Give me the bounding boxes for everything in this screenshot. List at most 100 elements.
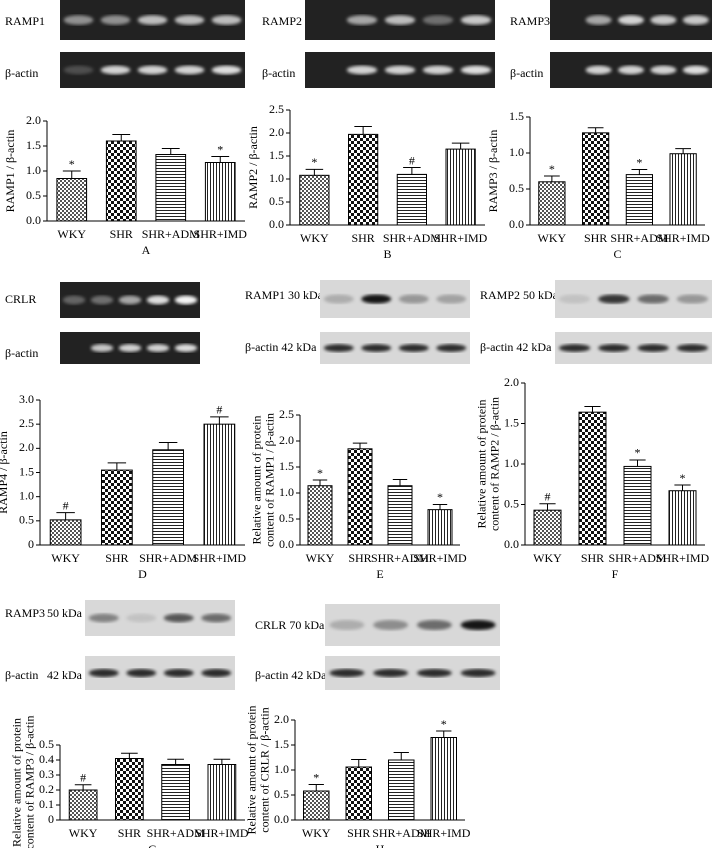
error-bar xyxy=(432,503,448,510)
y-tick-label: 0.0 xyxy=(504,537,519,551)
error-bar xyxy=(631,169,648,175)
bar xyxy=(345,766,372,821)
significance-marker: # xyxy=(409,153,415,167)
band xyxy=(346,15,378,25)
significance-marker: * xyxy=(549,162,555,176)
band xyxy=(211,65,242,75)
bar xyxy=(203,423,236,546)
band xyxy=(416,668,452,678)
x-tick-label: WKY xyxy=(69,826,98,840)
y-tick-label: 0.5 xyxy=(274,787,289,801)
band xyxy=(146,344,170,352)
error-bar xyxy=(629,459,646,467)
band xyxy=(174,344,198,352)
band xyxy=(329,668,365,678)
band xyxy=(174,295,198,305)
y-tick-label: 1.0 xyxy=(19,488,34,502)
bar xyxy=(49,519,82,546)
band xyxy=(63,65,94,75)
band xyxy=(460,65,492,75)
band xyxy=(118,344,142,352)
y-tick-label: 2.5 xyxy=(19,416,34,430)
panel-label: F xyxy=(612,567,619,581)
panel-label: E xyxy=(376,567,383,581)
x-tick-label: WKY xyxy=(300,231,329,245)
x-tick-label: SHR+ADM xyxy=(371,551,429,565)
bar xyxy=(538,181,566,226)
blot-label: β-actin xyxy=(5,668,38,682)
y-tick-label: 2.0 xyxy=(504,375,519,389)
band xyxy=(436,294,467,304)
y-tick-label: 0.5 xyxy=(269,194,284,208)
error-bar xyxy=(539,503,556,511)
y-axis-label: content of RAMP1 / β-actin xyxy=(262,413,276,547)
error-bar xyxy=(392,478,408,486)
band xyxy=(323,344,354,352)
x-tick-label: WKY xyxy=(533,551,562,565)
y-tick-label: 1.0 xyxy=(279,485,294,499)
y-tick-label: 1.0 xyxy=(269,171,284,185)
band xyxy=(558,344,591,352)
band xyxy=(126,668,157,678)
x-tick-label: SHR xyxy=(584,231,607,245)
error-bar xyxy=(112,134,131,141)
bar xyxy=(582,132,610,226)
error-bar xyxy=(584,405,601,413)
y-tick-label: 1.0 xyxy=(274,762,289,776)
y-tick-label: 2.0 xyxy=(279,433,294,447)
y-tick-label: 0.2 xyxy=(39,782,54,796)
band xyxy=(650,15,677,25)
error-bar xyxy=(308,784,324,791)
band xyxy=(384,65,416,75)
x-tick-label: SHR xyxy=(581,551,604,565)
significance-marker: * xyxy=(311,155,317,169)
x-tick-label: SHR+IMD xyxy=(656,231,710,245)
y-axis-label: RAMP2 / β-actin xyxy=(246,126,260,209)
y-tick-label: 1.0 xyxy=(509,145,524,159)
y-tick-label: 0.0 xyxy=(274,812,289,826)
error-bar xyxy=(121,752,138,759)
blot-label: CRLR 70 kDa xyxy=(255,618,325,632)
band xyxy=(598,294,630,304)
y-tick-label: 2.0 xyxy=(19,440,34,454)
band xyxy=(137,15,168,25)
band xyxy=(329,619,365,631)
blot-label: β-actin xyxy=(262,66,295,80)
bar xyxy=(578,411,607,546)
y-axis-label: Relative amount of protein xyxy=(474,400,488,529)
y-tick-label: 2.5 xyxy=(279,407,294,421)
y-tick-label: 1.5 xyxy=(504,415,519,429)
blot-label: RAMP3 xyxy=(5,606,45,620)
panel-label: D xyxy=(138,567,147,581)
band xyxy=(118,295,142,305)
error-bar xyxy=(587,127,604,133)
y-tick-label: 1.5 xyxy=(274,737,289,751)
y-tick-label: 0.0 xyxy=(26,213,41,227)
bar xyxy=(427,509,453,546)
x-tick-label: WKY xyxy=(302,826,331,840)
significance-marker: # xyxy=(80,771,86,785)
band xyxy=(323,294,354,304)
y-tick-label: 0.5 xyxy=(26,188,41,202)
bar xyxy=(105,140,137,222)
blot-label: RAMP2 50 kDa xyxy=(480,288,559,302)
panel-label: C xyxy=(613,247,621,261)
band xyxy=(373,668,409,678)
band xyxy=(618,65,644,75)
blot-label: β-actin xyxy=(5,346,38,360)
y-axis-label: Relative amount of protein xyxy=(244,706,258,835)
blot-label: RAMP1 30 kDa xyxy=(245,288,324,302)
band xyxy=(585,65,612,75)
bar xyxy=(623,465,652,546)
x-tick-label: SHR+IMD xyxy=(417,826,471,840)
bar xyxy=(625,174,653,226)
y-tick-label: 0.5 xyxy=(19,513,34,527)
significance-marker: * xyxy=(317,466,323,480)
y-axis-label: RAMP4 / β-actin xyxy=(0,431,10,514)
y-tick-label: 0.0 xyxy=(509,217,524,231)
x-tick-label: WKY xyxy=(57,227,86,241)
error-bar xyxy=(352,442,368,449)
band xyxy=(174,15,205,25)
x-tick-label: SHR+IMD xyxy=(195,826,249,840)
